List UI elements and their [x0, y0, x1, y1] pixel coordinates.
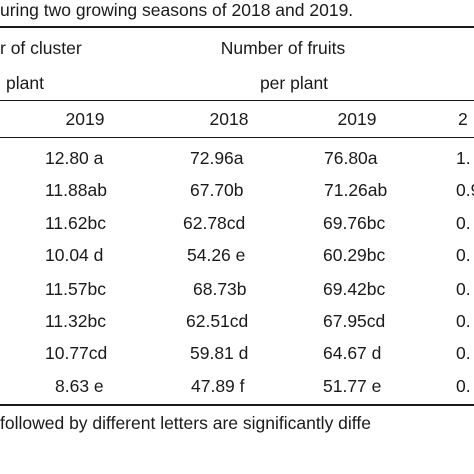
top-rule	[0, 26, 474, 28]
cell-cluster-2019: 8.63 e	[55, 376, 104, 396]
cell-cluster-2019: 11.88ab	[45, 180, 107, 200]
cell-fruits-2019: 64.67 d	[323, 343, 382, 363]
cell-fruits-2018: 68.73b	[193, 279, 247, 299]
table-caption: uring two growing seasons of 2018 and 20…	[0, 0, 354, 20]
cell-next: 1.	[456, 148, 471, 168]
header-fruits-line2: per plant	[259, 73, 329, 93]
cell-fruits-2018: 47.89 f	[191, 376, 245, 396]
bottom-rule	[0, 404, 474, 406]
cell-fruits-2018: 59.81 d	[190, 343, 249, 363]
cell-next: 0.	[456, 279, 471, 299]
cell-cluster-2019: 12.80 a	[45, 148, 104, 168]
cell-fruits-2018: 67.70b	[190, 180, 244, 200]
group-header-rule	[0, 100, 474, 101]
year-header-rule	[0, 137, 474, 138]
cell-next: 0.	[456, 311, 471, 331]
cell-next: 0.9	[456, 180, 474, 200]
cell-fruits-2018: 72.96a	[190, 148, 244, 168]
cell-cluster-2019: 11.32bc	[45, 311, 106, 331]
cell-fruits-2019: 71.26ab	[324, 180, 388, 200]
table-footnote: followed by different letters are signif…	[0, 413, 371, 433]
cell-cluster-2019: 11.57bc	[45, 279, 106, 299]
year-header-2018-fruits: 2018	[209, 109, 249, 129]
cell-next: 0.	[456, 376, 471, 396]
cell-fruits-2019: 76.80a	[324, 148, 378, 168]
cell-fruits-2019: 69.42bc	[323, 279, 386, 299]
year-header-2019-fruits: 2019	[337, 109, 377, 129]
header-cluster-line2: plant	[6, 73, 44, 93]
header-fruits-line1: Number of fruits	[220, 38, 346, 58]
cell-fruits-2019: 51.77 e	[323, 376, 382, 396]
cell-fruits-2018: 54.26 e	[187, 245, 246, 265]
cell-next: 0.	[456, 245, 471, 265]
cell-next: 0.	[456, 213, 471, 233]
year-header-2019-cluster: 2019	[65, 109, 105, 129]
header-cluster-line1: r of cluster	[0, 38, 82, 58]
cell-fruits-2018: 62.51cd	[186, 311, 249, 331]
year-header-next: 2	[458, 109, 468, 129]
cell-cluster-2019: 10.77cd	[45, 343, 108, 363]
cell-cluster-2019: 11.62bc	[45, 213, 106, 233]
cell-cluster-2019: 10.04 d	[45, 245, 104, 265]
cell-fruits-2019: 60.29bc	[323, 245, 386, 265]
cell-fruits-2018: 62.78cd	[183, 213, 246, 233]
cell-fruits-2019: 67.95cd	[323, 311, 386, 331]
cell-next: 0.	[456, 343, 471, 363]
cell-fruits-2019: 69.76bc	[323, 213, 386, 233]
